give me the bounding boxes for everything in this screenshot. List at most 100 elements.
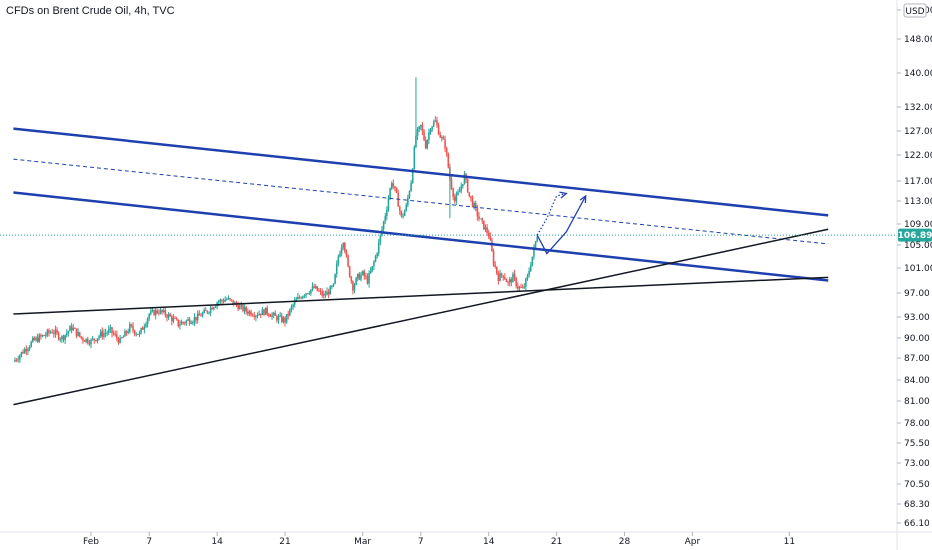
chart-title: CFDs on Brent Crude Oil, 4h, TVC [6, 5, 175, 17]
candle-body [489, 236, 492, 241]
candle-body [335, 263, 338, 275]
candle-body [284, 317, 286, 323]
candle-body [122, 336, 125, 338]
candle-body [432, 121, 435, 127]
candle-body [441, 137, 443, 139]
candle-body [211, 307, 214, 310]
candle-body [377, 241, 380, 254]
trend-line[interactable] [13, 276, 829, 315]
candle-body [20, 351, 23, 356]
candle-body [14, 359, 16, 362]
candle-body [324, 294, 327, 296]
candle-body [171, 316, 173, 322]
price-tick-label: 87.00 [904, 354, 930, 364]
candle-body [474, 203, 477, 208]
candle-body [93, 338, 96, 341]
candle-body [242, 304, 244, 311]
candle-body [151, 309, 154, 311]
candle-body [355, 277, 357, 285]
candle-body [140, 327, 142, 333]
channel-line[interactable] [13, 191, 829, 282]
candle-body [297, 297, 299, 300]
candle-body [137, 334, 139, 335]
time-tick-label: 7 [146, 537, 152, 547]
candle-body [141, 327, 144, 330]
candle-body [487, 232, 490, 237]
price-tick-label: 101.00 [904, 264, 932, 274]
candle-body [133, 330, 136, 335]
candle-body [504, 277, 506, 280]
candle-body [411, 168, 414, 183]
candle-body [394, 186, 396, 189]
candle-body [237, 305, 239, 310]
candle-body [437, 125, 440, 135]
candle-body [398, 206, 401, 211]
candle-body [51, 332, 53, 334]
channel-midline[interactable] [13, 158, 829, 245]
candle-body [222, 300, 225, 302]
candle-body [130, 324, 133, 327]
candle-body [310, 289, 312, 294]
candle-body [78, 331, 81, 337]
candle-body [158, 313, 160, 314]
currency-button[interactable]: USD [903, 3, 927, 18]
channel-line[interactable] [13, 127, 829, 217]
trend-line[interactable] [13, 228, 829, 406]
candle-body [505, 279, 508, 283]
candle-body [429, 129, 432, 133]
candle-body [169, 314, 172, 317]
candle-body [323, 294, 325, 296]
price-tick-label: 93.00 [904, 313, 930, 323]
candle-body [306, 293, 309, 295]
candle-body [402, 216, 404, 217]
candle-body [232, 300, 235, 305]
candle-body [98, 336, 100, 339]
candle-body [200, 315, 202, 317]
candle-body [318, 290, 320, 292]
candle-body [353, 284, 356, 291]
candle-body [486, 227, 488, 233]
projection-path-dotted[interactable] [536, 192, 567, 236]
candle-body [298, 297, 301, 298]
candle-body [116, 334, 118, 339]
candle-body [502, 275, 505, 278]
candle-body [156, 310, 159, 314]
price-tick-label: 140.00 [904, 69, 932, 79]
time-tick-label: 14 [211, 537, 223, 547]
candle-body [146, 318, 149, 325]
price-axis[interactable]: 152.00148.00140.00132.00127.00122.00117.… [897, 6, 932, 529]
price-tick-label: 66.10 [904, 519, 930, 529]
candle-body [384, 216, 387, 222]
candle-body [413, 146, 416, 169]
projection-path-solid[interactable] [536, 195, 587, 255]
candle-body [206, 310, 209, 313]
candle-body [431, 126, 433, 130]
candle-body [523, 286, 526, 288]
time-axis[interactable]: Feb 7 14 21 Mar 7 14 21 28 Apr 11 [83, 532, 795, 547]
candle-body [327, 291, 330, 295]
candle-body [494, 264, 496, 267]
candle-body [226, 299, 228, 300]
candle-body [247, 311, 249, 314]
candle-body [282, 317, 285, 322]
price-tick-label: 97.00 [904, 289, 930, 299]
candle-body [230, 299, 233, 301]
time-tick-label: 7 [418, 537, 424, 547]
candle-body [248, 311, 251, 314]
candle-body [36, 337, 39, 342]
candle-body [344, 243, 346, 252]
candle-body [221, 299, 223, 301]
candle-body [416, 129, 419, 136]
candle-body [107, 329, 110, 333]
candle-body [114, 334, 117, 335]
candle-body [65, 333, 68, 335]
candle-body [457, 192, 459, 195]
candle-body [103, 333, 105, 337]
candle-body [106, 332, 108, 334]
candle-body [172, 317, 175, 322]
price-tick-label: 127.00 [904, 127, 932, 137]
candle-body [453, 196, 456, 202]
price-tick-label: 132.00 [904, 103, 932, 113]
candle-body [238, 305, 241, 310]
